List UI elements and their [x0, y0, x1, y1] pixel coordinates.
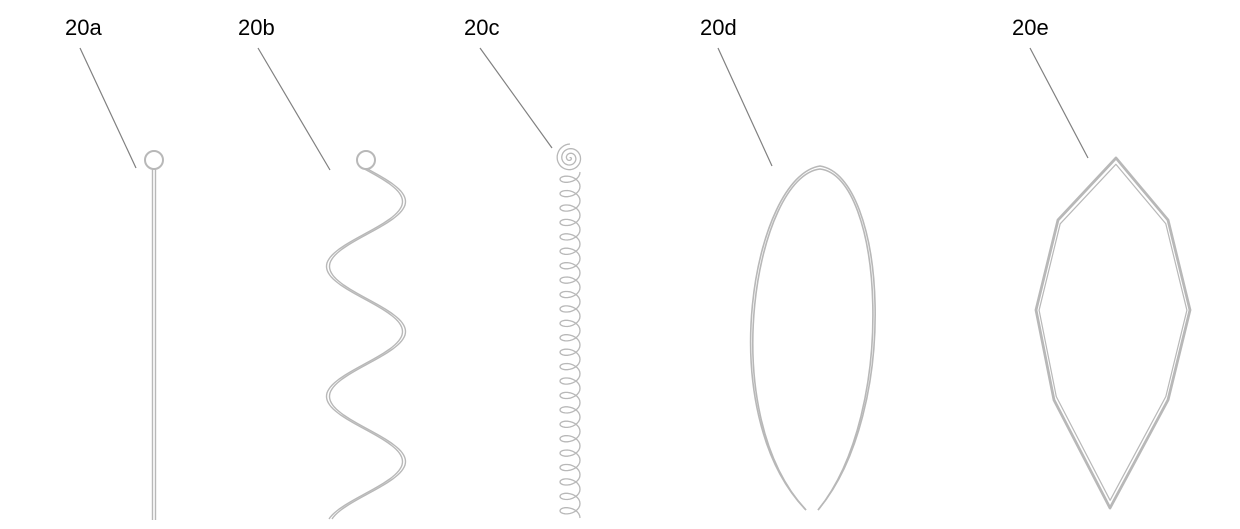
figure-label-20b: 20b: [238, 15, 275, 41]
figure-label-20d: 20d: [700, 15, 737, 41]
leader-line-20d: [718, 48, 772, 166]
figure-canvas: 20a 20b 20c 20d 20e: [0, 0, 1240, 529]
shape-20d-loop-outer: [751, 166, 876, 510]
shape-20b-ring: [357, 151, 375, 169]
figure-label-20e: 20e: [1012, 15, 1049, 41]
figure-label-20c: 20c: [464, 15, 499, 41]
leader-line-20b: [258, 48, 330, 170]
shape-20c-helix: [560, 172, 580, 518]
shape-20b-wave-a: [327, 169, 403, 519]
shape-20b-wave-b: [330, 169, 406, 519]
leader-line-20a: [80, 48, 136, 168]
shape-20a-ring: [145, 151, 163, 169]
figure-svg: [0, 0, 1240, 529]
shape-20c-spiral: [557, 144, 580, 170]
shape-20e-diamond: [1036, 158, 1190, 508]
shape-20d-loop-inner: [753, 169, 873, 510]
leader-line-20c: [480, 48, 552, 148]
figure-label-20a: 20a: [65, 15, 102, 41]
leader-line-20e: [1030, 48, 1088, 158]
